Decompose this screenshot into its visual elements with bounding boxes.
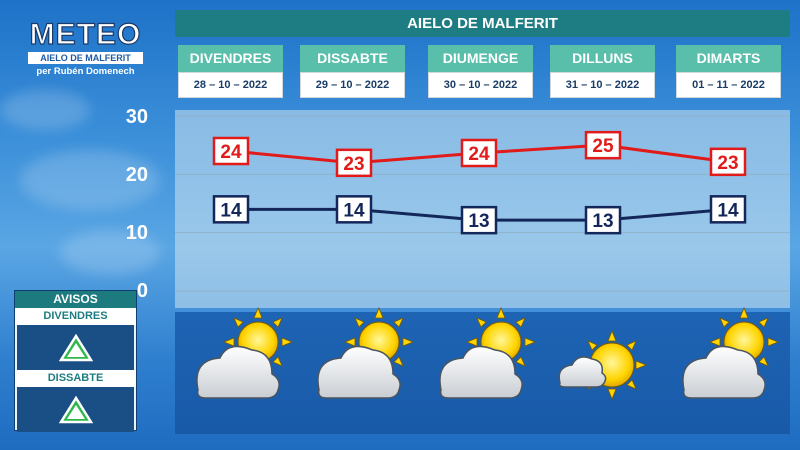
warning-triangle-green-icon bbox=[58, 333, 93, 361]
avisos-day-label: DIVENDRES bbox=[15, 308, 136, 325]
day-name: DILLUNS bbox=[550, 45, 655, 72]
avisos-warning-box bbox=[17, 325, 134, 370]
day-name: DIUMENGE bbox=[428, 45, 533, 72]
panel-title: AIELO DE MALFERIT bbox=[175, 10, 790, 37]
y-tick-label: 0 bbox=[136, 280, 148, 302]
day-date: 28 – 10 – 2022 bbox=[178, 72, 283, 98]
avisos-warning-box bbox=[17, 387, 134, 432]
y-tick-label: 10 bbox=[125, 222, 148, 244]
day-name: DIVENDRES bbox=[178, 45, 283, 72]
day-name: DIMARTS bbox=[676, 45, 781, 72]
day-date: 01 – 11 – 2022 bbox=[676, 72, 781, 98]
logo-title: METEO bbox=[29, 18, 142, 51]
logo-author: per Rubén Domenech bbox=[36, 66, 135, 77]
warning-triangle-green-icon bbox=[58, 395, 93, 423]
day-header: DIUMENGE 30 – 10 – 2022 bbox=[428, 45, 533, 98]
day-date: 30 – 10 – 2022 bbox=[428, 72, 533, 98]
avisos-panel: AVISOS DIVENDRES DISSABTE bbox=[14, 290, 137, 432]
forecast-icon-strip bbox=[175, 312, 790, 434]
background-cloud bbox=[60, 230, 160, 275]
avisos-day-label: DISSABTE bbox=[15, 370, 136, 387]
day-header: DILLUNS 31 – 10 – 2022 bbox=[550, 45, 655, 98]
day-header: DIVENDRES 28 – 10 – 2022 bbox=[178, 45, 283, 98]
background-cloud bbox=[20, 150, 160, 210]
day-date: 29 – 10 – 2022 bbox=[300, 72, 405, 98]
y-tick-label: 20 bbox=[125, 164, 148, 186]
day-name: DISSABTE bbox=[300, 45, 405, 72]
day-date: 31 – 10 – 2022 bbox=[550, 72, 655, 98]
day-header: DIMARTS 01 – 11 – 2022 bbox=[676, 45, 781, 98]
y-tick-label: 30 bbox=[125, 106, 148, 128]
meteo-logo: METEO AIELO DE MALFERIT per Rubén Domene… bbox=[28, 18, 143, 77]
logo-subtitle: AIELO DE MALFERIT bbox=[28, 52, 143, 64]
temperature-chart-area bbox=[175, 110, 790, 308]
day-header: DISSABTE 29 – 10 – 2022 bbox=[300, 45, 405, 98]
background-cloud bbox=[0, 90, 90, 130]
avisos-title: AVISOS bbox=[15, 291, 136, 308]
